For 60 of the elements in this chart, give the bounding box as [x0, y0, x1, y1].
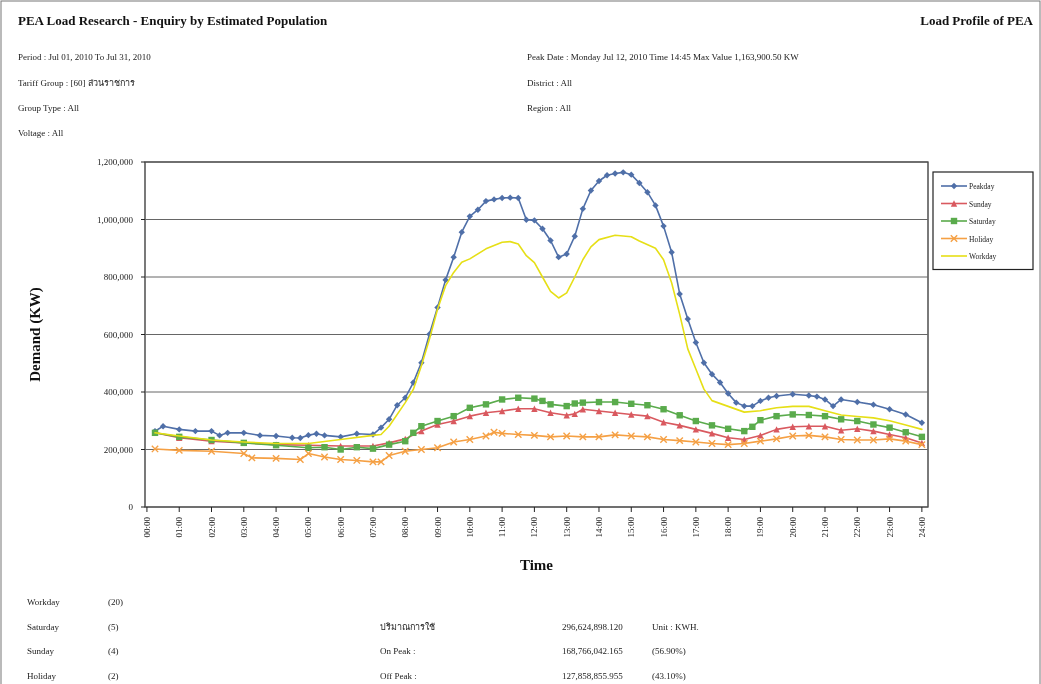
- x-tick-label: 01:00: [174, 516, 185, 538]
- text: (43.10%): [652, 671, 686, 681]
- text: Unit : KWH.: [652, 622, 699, 632]
- text: (4): [108, 646, 119, 656]
- chart-title: PEA Load Research - Enquiry by Estimated Population: [18, 13, 329, 28]
- x-tick-label: 02:00: [206, 516, 217, 538]
- text: Group Type : All: [18, 103, 80, 113]
- x-tick-label: 21:00: [820, 516, 830, 538]
- x-tick-label: 24:00: [916, 516, 927, 538]
- x-tick-label: 07:00: [367, 516, 378, 538]
- text: Voltage : All: [18, 128, 64, 138]
- y-tick-label: 1,200,000: [97, 157, 134, 167]
- text: Period : Jul 01, 2010 To Jul 31, 2010: [18, 52, 152, 62]
- x-tick-label: 18:00: [723, 516, 734, 538]
- text: (56.90%): [652, 646, 686, 656]
- text: 127,858,855.955: [562, 671, 624, 681]
- text: Holiday: [27, 671, 57, 681]
- y-axis-title: Demand (KW): [27, 287, 44, 382]
- y-tick-label: 0: [128, 502, 134, 512]
- x-tick-label: 19:00: [755, 516, 766, 538]
- x-tick-label: 13:00: [561, 516, 572, 538]
- text: 296,624,898.120: [562, 622, 624, 632]
- x-tick-label: 11:00: [497, 516, 508, 538]
- y-tick-label: 200,000: [103, 444, 134, 455]
- x-tick-label: 05:00: [303, 516, 314, 538]
- text: ปริมาณการใช้: [380, 622, 435, 632]
- x-tick-label: 04:00: [271, 516, 282, 538]
- x-tick-label: 23:00: [884, 516, 895, 538]
- text: 168,766,042.165: [562, 646, 624, 656]
- x-tick-label: 06:00: [335, 516, 346, 538]
- x-tick-label: 17:00: [690, 516, 701, 538]
- y-tick-label: 800,000: [103, 272, 134, 282]
- text: (5): [108, 622, 119, 632]
- text: On Peak :: [380, 646, 416, 656]
- text: Peak Date : Monday Jul 12, 2010 Time 14:45 Max Value 1,163,900.50 KW: [527, 52, 800, 62]
- x-tick-label: 20:00: [787, 516, 798, 538]
- y-tick-label: 600,000: [103, 329, 134, 340]
- text: Off Peak :: [380, 671, 417, 681]
- text: Saturday: [27, 622, 60, 632]
- text: (20): [108, 597, 123, 607]
- text: (2): [108, 671, 119, 681]
- text: District : All: [527, 78, 573, 88]
- x-tick-label: 15:00: [626, 516, 637, 538]
- x-tick-label: 08:00: [400, 516, 411, 538]
- x-tick-label: 16:00: [658, 516, 669, 538]
- x-tick-label: 09:00: [432, 516, 443, 538]
- text: Sunday: [27, 646, 55, 656]
- x-tick-label: 10:00: [464, 516, 475, 538]
- x-tick-label: 03:00: [238, 516, 249, 538]
- text: Load Profile of PEA: [920, 13, 1034, 28]
- x-axis-title: Time: [519, 557, 554, 573]
- x-tick-label: 22:00: [852, 516, 863, 538]
- text: Tariff Group : [60] ส่วนราชการ: [18, 78, 135, 88]
- x-tick-label: 00:00: [141, 516, 152, 538]
- text: Region : All: [527, 103, 572, 113]
- y-tick-label: 1,000,000: [97, 214, 134, 225]
- text: Workday: [27, 597, 61, 607]
- x-tick-label: 14:00: [593, 516, 604, 538]
- x-tick-label: 12:00: [529, 516, 540, 538]
- y-tick-label: 400,000: [103, 387, 134, 397]
